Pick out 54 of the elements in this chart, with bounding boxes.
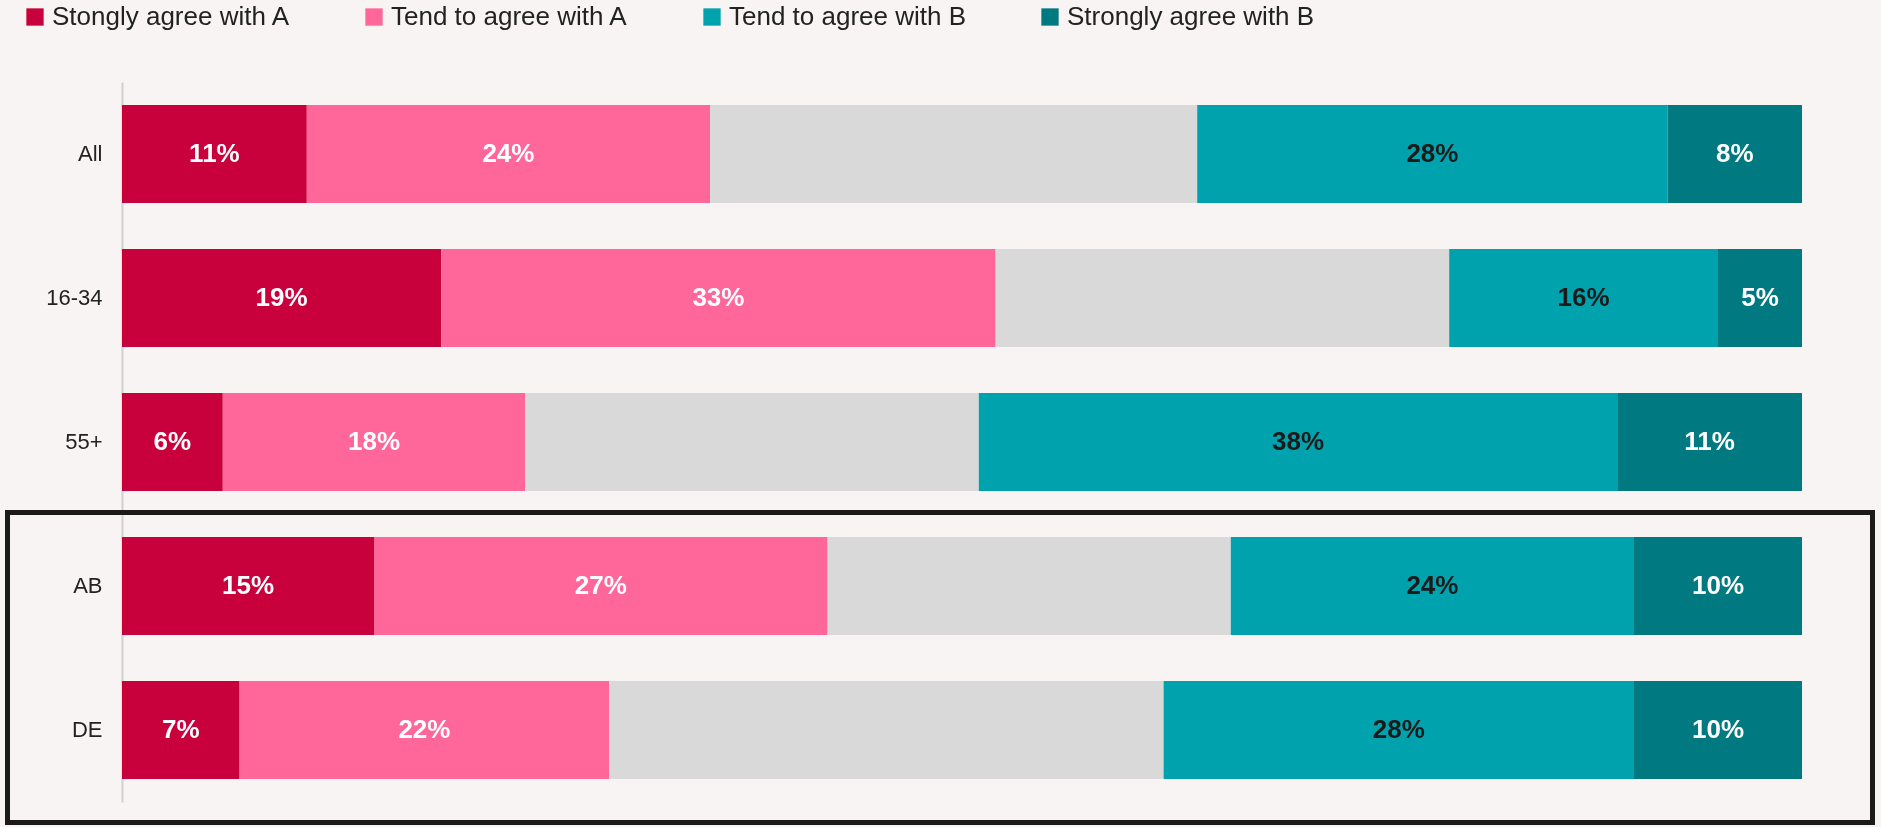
bar bbox=[995, 249, 1450, 347]
bar bbox=[374, 537, 828, 635]
legend-label: Tend to agree with A bbox=[391, 1, 628, 31]
bar bbox=[827, 537, 1231, 635]
bar bbox=[122, 681, 240, 779]
bar bbox=[525, 393, 979, 491]
bar bbox=[122, 537, 374, 635]
legend-label: Stongly agree with A bbox=[52, 1, 290, 31]
data-label: 10% bbox=[1691, 714, 1745, 744]
y-tick-label: 55+ bbox=[65, 429, 103, 454]
bar bbox=[222, 393, 526, 491]
y-tick-label: AB bbox=[73, 573, 103, 598]
bar bbox=[122, 393, 223, 491]
data-label: 5% bbox=[1741, 282, 1779, 312]
y-tick-label: 16-34 bbox=[46, 285, 103, 310]
legend-label: Tend to agree with B bbox=[729, 1, 967, 31]
data-label: 24% bbox=[482, 138, 535, 168]
bar bbox=[710, 105, 1198, 203]
legend-label: Strongly agree with B bbox=[1067, 1, 1315, 31]
data-label: 10% bbox=[1691, 570, 1745, 600]
data-label: 38% bbox=[1271, 426, 1325, 456]
data-label: 15% bbox=[221, 570, 275, 600]
data-label: 6% bbox=[153, 426, 192, 456]
data-label: 18% bbox=[347, 426, 401, 456]
data-label: 19% bbox=[255, 282, 308, 312]
data-label: 28% bbox=[1406, 138, 1459, 168]
data-label: 28% bbox=[1372, 714, 1425, 744]
y-tick-label: All bbox=[78, 141, 103, 166]
bar bbox=[122, 105, 307, 203]
data-label: 33% bbox=[692, 282, 745, 312]
bar bbox=[306, 105, 710, 203]
bar bbox=[609, 681, 1164, 779]
bar bbox=[441, 249, 996, 347]
bar bbox=[1667, 105, 1802, 203]
data-label: 8% bbox=[1716, 138, 1754, 168]
bar bbox=[1718, 249, 1802, 347]
bar bbox=[1634, 681, 1802, 779]
bar bbox=[1163, 681, 1634, 779]
data-label: 24% bbox=[1406, 570, 1459, 600]
data-label: 11% bbox=[189, 138, 240, 168]
data-label: 7% bbox=[162, 714, 200, 744]
bar bbox=[239, 681, 610, 779]
data-label: 27% bbox=[574, 570, 627, 600]
data-label: 16% bbox=[1557, 282, 1610, 312]
bar bbox=[1197, 105, 1668, 203]
y-tick-label: DE bbox=[71, 717, 103, 742]
bar bbox=[978, 393, 1618, 491]
bar bbox=[1617, 393, 1802, 491]
bar bbox=[1449, 249, 1718, 347]
data-label: 11% bbox=[1684, 426, 1735, 456]
bar bbox=[1230, 537, 1634, 635]
bar bbox=[1634, 537, 1802, 635]
bar bbox=[122, 249, 442, 347]
data-label: 22% bbox=[398, 714, 451, 744]
